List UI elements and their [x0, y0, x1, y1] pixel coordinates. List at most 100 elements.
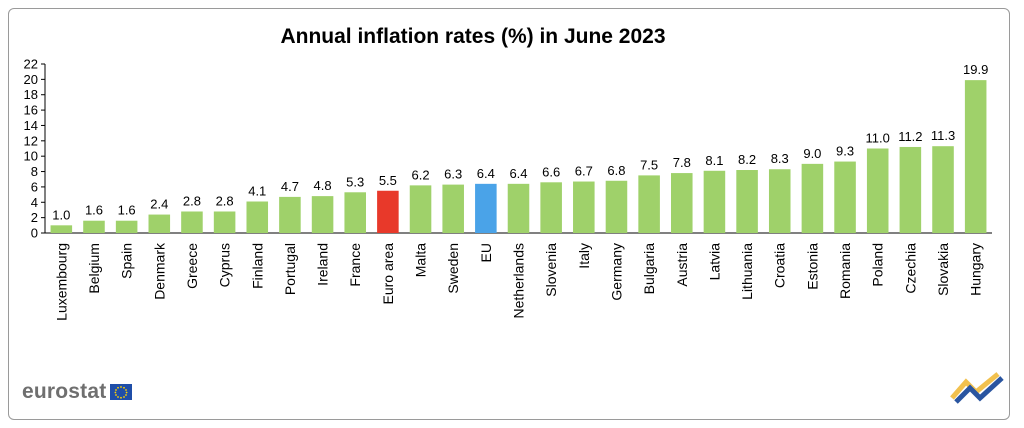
x-tick-label: EU: [478, 243, 494, 262]
x-tick-label: Ireland: [315, 243, 331, 286]
bar: [442, 184, 464, 233]
bar-value-label: 2.8: [183, 193, 201, 208]
bar: [638, 175, 660, 233]
bar: [964, 80, 987, 233]
x-tick-label: Sweden: [445, 243, 461, 294]
x-tick-label: Finland: [249, 243, 265, 289]
y-tick-label: 10: [24, 149, 38, 164]
bar: [148, 214, 171, 233]
bar-value-label: 1.6: [85, 203, 103, 218]
x-tick-label: Denmark: [151, 242, 167, 300]
bar-value-label: 4.7: [281, 179, 299, 194]
bar: [801, 163, 824, 233]
bar: [736, 170, 758, 233]
bar: [50, 225, 73, 233]
y-tick-label: 4: [31, 195, 38, 210]
x-tick-label: Austria: [674, 243, 690, 287]
y-tick-label: 6: [31, 179, 38, 194]
x-tick-label: Hungary: [968, 243, 984, 296]
bar: [475, 183, 497, 233]
bar-value-label: 9.3: [836, 144, 854, 159]
y-tick-label: 2: [31, 210, 38, 225]
bar: [83, 220, 105, 233]
x-tick-label: Spain: [119, 243, 135, 279]
bar: [866, 148, 889, 233]
corner-logo-icon: [950, 372, 1004, 404]
bar-value-label: 11.2: [898, 129, 922, 144]
x-tick-label: Czechia: [902, 243, 918, 294]
logo-text: eurostat: [22, 380, 107, 403]
x-tick-label: Euro area: [380, 243, 396, 305]
x-tick-label: Malta: [413, 243, 429, 277]
bar-value-label: 8.1: [705, 153, 723, 168]
y-tick-label: 20: [24, 72, 38, 87]
bar-value-label: 7.5: [640, 157, 658, 172]
x-tick-label: Germany: [608, 243, 624, 301]
bar-value-label: 7.8: [673, 155, 691, 170]
bar-value-label: 11.0: [866, 131, 890, 146]
bar-value-label: 11.3: [931, 128, 955, 143]
bar-value-label: 2.4: [150, 197, 168, 212]
x-tick-label: Estonia: [804, 243, 820, 290]
x-tick-label: Greece: [184, 243, 200, 289]
x-tick-label: Luxembourg: [53, 243, 69, 321]
y-tick-label: 18: [24, 87, 38, 102]
bar: [246, 201, 269, 233]
bar: [670, 173, 693, 233]
bar-value-label: 6.3: [444, 167, 462, 182]
x-tick-label: Slovakia: [935, 243, 951, 296]
bar: [899, 146, 922, 233]
bar: [540, 182, 562, 233]
bar-value-label: 1.6: [118, 203, 136, 218]
chart-title: Annual inflation rates (%) in June 2023: [280, 25, 665, 48]
bar-value-label: 5.5: [379, 173, 397, 188]
bar-value-label: 8.3: [771, 151, 789, 166]
y-tick-label: 16: [24, 103, 38, 118]
x-tick-label: Romania: [837, 243, 853, 299]
x-tick-label: Cyprus: [217, 243, 233, 287]
bar: [605, 180, 628, 233]
x-tick-label: France: [347, 243, 363, 287]
x-tick-label: Bulgaria: [641, 243, 657, 295]
bar: [834, 161, 856, 233]
x-tick-label: Croatia: [772, 243, 788, 288]
x-tick-label: Portugal: [282, 243, 298, 295]
bar: [768, 169, 791, 233]
bar: [344, 192, 367, 233]
bar-value-label: 4.1: [248, 184, 266, 199]
bar-value-label: 19.9: [963, 62, 988, 77]
bar-value-label: 6.2: [411, 167, 429, 182]
bar-value-label: 1.0: [52, 207, 70, 222]
eurostat-logo: eurostat: [22, 380, 133, 404]
bar-value-label: 6.4: [477, 166, 495, 181]
bar: [932, 146, 954, 233]
bar: [507, 183, 530, 233]
bar: [377, 190, 399, 233]
y-tick-label: 12: [24, 133, 38, 148]
bar: [311, 196, 334, 233]
x-tick-label: Slovenia: [543, 243, 559, 297]
x-tick-label: Netherlands: [511, 243, 527, 319]
x-tick-label: Italy: [576, 243, 592, 269]
y-tick-label: 0: [31, 226, 38, 241]
bars: [50, 80, 987, 233]
bar: [115, 220, 138, 233]
x-tick-label: Lithuania: [739, 243, 755, 300]
bar: [409, 185, 432, 233]
y-tick-label: 14: [24, 118, 38, 133]
y-tick-label: 22: [24, 57, 38, 72]
bar-value-label: 6.8: [607, 163, 625, 178]
x-tick-label: Belgium: [86, 243, 102, 294]
bar-value-label: 4.8: [314, 178, 332, 193]
bar: [703, 170, 726, 233]
bar: [573, 181, 595, 233]
bar-value-label: 2.8: [216, 193, 234, 208]
eu-flag-icon: [110, 384, 133, 400]
bar-value-label: 5.3: [346, 174, 364, 189]
y-tick-label: 8: [31, 164, 38, 179]
bar-value-label: 6.6: [542, 164, 560, 179]
bar-value-label: 6.4: [509, 166, 527, 181]
x-axis-labels: Luxembourg Belgium Spain Denmark Greece Cypru…: [53, 242, 983, 321]
